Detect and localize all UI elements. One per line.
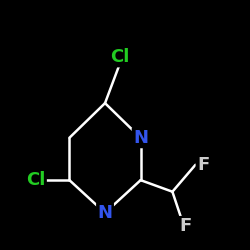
- Text: Cl: Cl: [110, 48, 129, 66]
- Text: N: N: [98, 204, 112, 222]
- Text: N: N: [133, 129, 148, 147]
- Text: F: F: [197, 156, 209, 174]
- Text: F: F: [180, 217, 192, 235]
- Text: Cl: Cl: [26, 171, 46, 189]
